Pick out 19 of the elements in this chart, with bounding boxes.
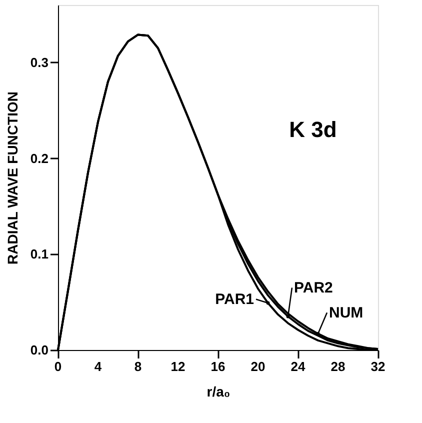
annotation: K 3d (289, 117, 337, 142)
x-tick-label: 24 (290, 359, 306, 374)
y-tick-label: 0.0 (30, 342, 48, 358)
x-axis-title: r/a₀ (206, 383, 230, 400)
y-tick-label: 0.3 (30, 55, 48, 70)
x-tick-label: 32 (370, 359, 386, 374)
x-tick-label: 0 (54, 359, 62, 374)
x-tick-label: 12 (170, 359, 186, 374)
y-tick-label: 0.2 (30, 150, 48, 166)
x-tick-label: 20 (250, 359, 266, 374)
x-tick-label: 8 (134, 359, 142, 374)
series-label: PAR1 (215, 291, 254, 308)
x-tick-label: 16 (210, 359, 226, 374)
x-tick-label: 28 (330, 359, 346, 374)
y-axis-title: RADIAL WAVE FUNCTION (4, 92, 20, 264)
y-tick-label: 0.1 (30, 246, 48, 262)
x-tick-label: 4 (94, 359, 102, 374)
series-label: PAR2 (294, 280, 333, 297)
legend-label: NUM (329, 304, 364, 322)
